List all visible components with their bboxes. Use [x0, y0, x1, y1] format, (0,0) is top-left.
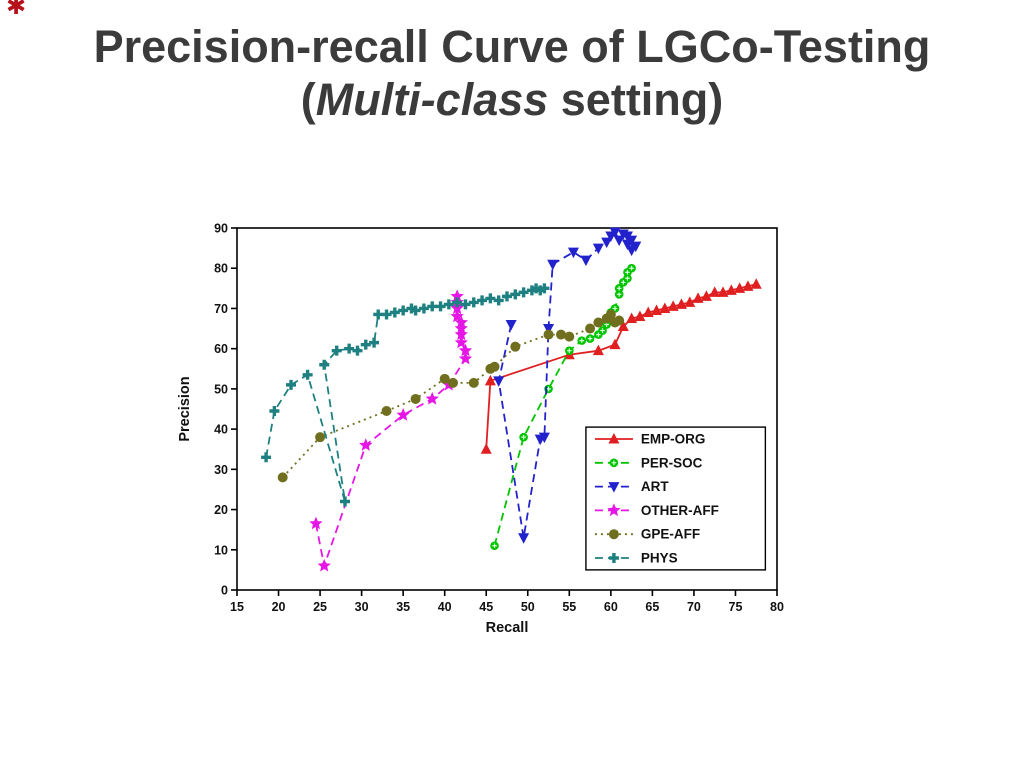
legend-label: GPE-AFF [641, 527, 700, 542]
title-line-1: Precision-recall Curve of LGCo-Testing [93, 21, 931, 72]
y-tick-label: 10 [214, 543, 228, 557]
x-tick-label: 15 [230, 600, 244, 614]
x-tick-label: 20 [272, 600, 286, 614]
x-tick-label: 25 [313, 600, 327, 614]
x-tick-label: 75 [729, 600, 743, 614]
legend-item-PHYS: PHYS [594, 550, 678, 565]
x-tick-label: 40 [438, 600, 452, 614]
legend-item-ART: ART [594, 479, 669, 494]
slide-title: Precision-recall Curve of LGCo-Testing (M… [0, 20, 1024, 126]
x-tick-label: 70 [687, 600, 701, 614]
x-tick-label: 35 [396, 600, 410, 614]
x-tick-label: 45 [479, 600, 493, 614]
x-tick-label: 60 [604, 600, 618, 614]
y-tick-label: 70 [214, 302, 228, 316]
legend-item-PER-SOC: PER-SOC [594, 455, 703, 470]
legend-label: PER-SOC [641, 455, 703, 470]
title-line-2: (Multi-class setting) [301, 74, 724, 125]
chart-canvas: 15 20 25 30 35 40 45 50 55 60 65 70 75 80 Recall 0 10 20 3… [177, 222, 784, 637]
series-PER-SOC [490, 263, 636, 551]
y-tick-label: 80 [214, 262, 228, 276]
x-tick-label: 55 [562, 600, 576, 614]
x-tick-label: 80 [770, 600, 784, 614]
title-line-2-rest: setting) [548, 74, 724, 126]
corner-logo-icon: ✱ [6, 0, 27, 20]
y-tick-label: 30 [214, 463, 228, 477]
title-line-2-open: ( [300, 74, 316, 126]
legend-item-EMP-ORG: EMP-ORG [594, 431, 706, 446]
legend-item-GPE-AFF: GPE-AFF [594, 527, 700, 542]
y-tick-label: 50 [214, 382, 228, 396]
y-tick-label: 0 [221, 584, 228, 598]
series-GPE-AFF [277, 309, 625, 483]
x-axis-label: Recall [486, 620, 529, 636]
legend-label: PHYS [641, 550, 678, 565]
x-tick-label: 65 [645, 600, 659, 614]
precision-recall-chart: 15 20 25 30 35 40 45 50 55 60 65 70 75 80 Recall 0 10 20 3… [175, 218, 795, 638]
legend-box [585, 426, 767, 571]
series-PHYS [261, 283, 550, 507]
y-axis-label: Precision [177, 376, 193, 441]
title-line-2-italic: Multi-class [315, 74, 549, 126]
y-tick-label: 20 [214, 503, 228, 517]
legend-label: OTHER-AFF [641, 503, 719, 518]
legend-item-OTHER-AFF: OTHER-AFF [594, 503, 719, 518]
legend-label: ART [641, 479, 669, 494]
x-axis: 15 20 25 30 35 40 45 50 55 60 65 70 75 80 [230, 590, 784, 614]
series-EMP-ORG [480, 278, 762, 454]
x-tick-label: 50 [521, 600, 535, 614]
x-tick-label: 30 [355, 600, 369, 614]
y-tick-label: 90 [214, 222, 228, 236]
legend: EMP-ORG PER-SOC ART OTHER-AFF GPE-AFF PHYS [585, 426, 767, 571]
series-ART [493, 227, 642, 544]
y-axis: 0 10 20 30 40 50 60 70 80 90 [214, 222, 237, 598]
legend-label: EMP-ORG [641, 431, 706, 446]
y-tick-label: 40 [214, 423, 228, 437]
y-tick-label: 60 [214, 342, 228, 356]
